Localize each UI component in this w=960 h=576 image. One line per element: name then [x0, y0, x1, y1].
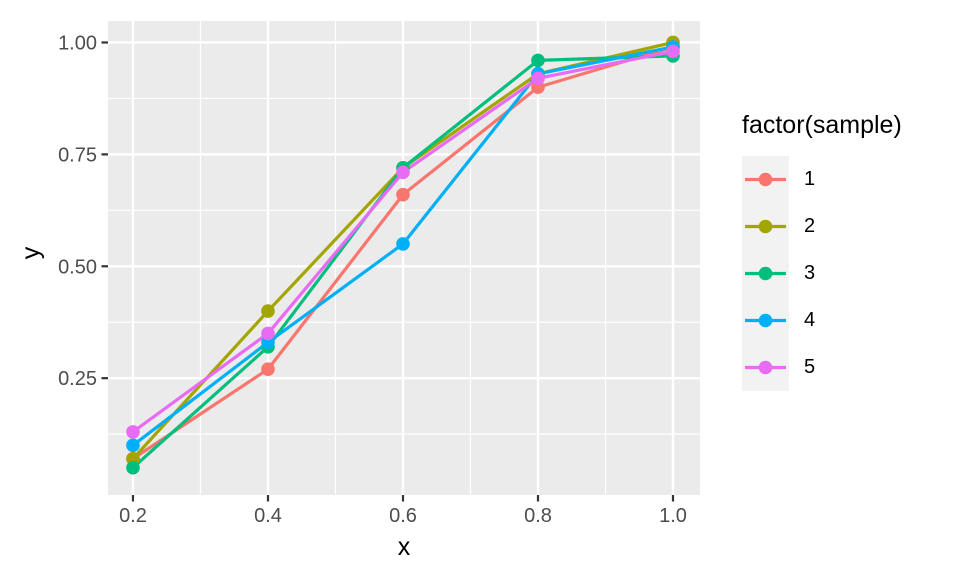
- x-tick-label: 1.0: [659, 505, 687, 527]
- data-point-s4: [396, 237, 410, 251]
- data-point-s5: [126, 425, 140, 439]
- y-tick-label: 0.50: [58, 256, 97, 278]
- legend-label: 4: [804, 309, 816, 331]
- legend-point-swatch: [758, 219, 773, 234]
- data-point-s5: [666, 44, 680, 59]
- x-tick-label: 0.2: [119, 505, 147, 527]
- legend-item-3: 3: [742, 250, 902, 297]
- legend-items: 1 2 3 4 5: [742, 156, 902, 391]
- legend-title: factor(sample): [742, 111, 902, 139]
- gridlines: [108, 21, 700, 495]
- legend-label: 2: [804, 215, 816, 237]
- legend-key-1: [742, 156, 789, 203]
- legend-item-5: 5: [742, 344, 902, 391]
- legend-key-3: [742, 250, 789, 297]
- data-point-s3: [531, 53, 545, 68]
- x-tick-label: 0.6: [389, 505, 417, 527]
- legend-key-2: [742, 203, 789, 250]
- legend-label: 5: [804, 356, 816, 378]
- legend-key-5: [742, 344, 789, 391]
- data-point-s1: [396, 187, 410, 202]
- legend-key-glyph: [745, 313, 786, 328]
- legend-key-4: [742, 297, 789, 344]
- legend-item-2: 2: [742, 203, 902, 250]
- axes: 0.2 0.4 0.6 0.8 1.0 0.25 0.50 0.75 1.00: [58, 32, 687, 527]
- legend: factor(sample) 1 2 3 4 5: [742, 110, 902, 391]
- legend-key-glyph: [745, 266, 786, 281]
- y-tick-label: 0.25: [58, 368, 97, 390]
- y-tick-label: 1.00: [58, 32, 97, 54]
- data-point-s3: [126, 460, 140, 475]
- data-point-s1: [261, 362, 275, 377]
- legend-point-swatch: [758, 360, 773, 375]
- data-point-s5: [396, 165, 410, 180]
- y-tick-label: 0.75: [58, 144, 97, 166]
- y-axis-title: y: [17, 246, 45, 259]
- data-point-s2: [261, 304, 275, 318]
- legend-point-swatch: [758, 266, 773, 281]
- data-point-s5: [261, 326, 275, 341]
- x-axis-title: x: [398, 533, 411, 561]
- legend-item-4: 4: [742, 297, 902, 344]
- data-point-s5: [531, 71, 545, 86]
- legend-key-glyph: [745, 360, 786, 375]
- data-point-s4: [126, 438, 140, 453]
- legend-item-1: 1: [742, 156, 902, 203]
- legend-label: 3: [804, 262, 816, 284]
- legend-point-swatch: [758, 172, 773, 187]
- legend-point-swatch: [758, 313, 773, 328]
- legend-key-glyph: [745, 219, 786, 234]
- legend-label: 1: [804, 168, 816, 190]
- series-layer: [126, 35, 680, 475]
- legend-key-glyph: [745, 172, 786, 187]
- x-tick-label: 0.4: [254, 505, 282, 527]
- x-tick-label: 0.8: [524, 505, 552, 527]
